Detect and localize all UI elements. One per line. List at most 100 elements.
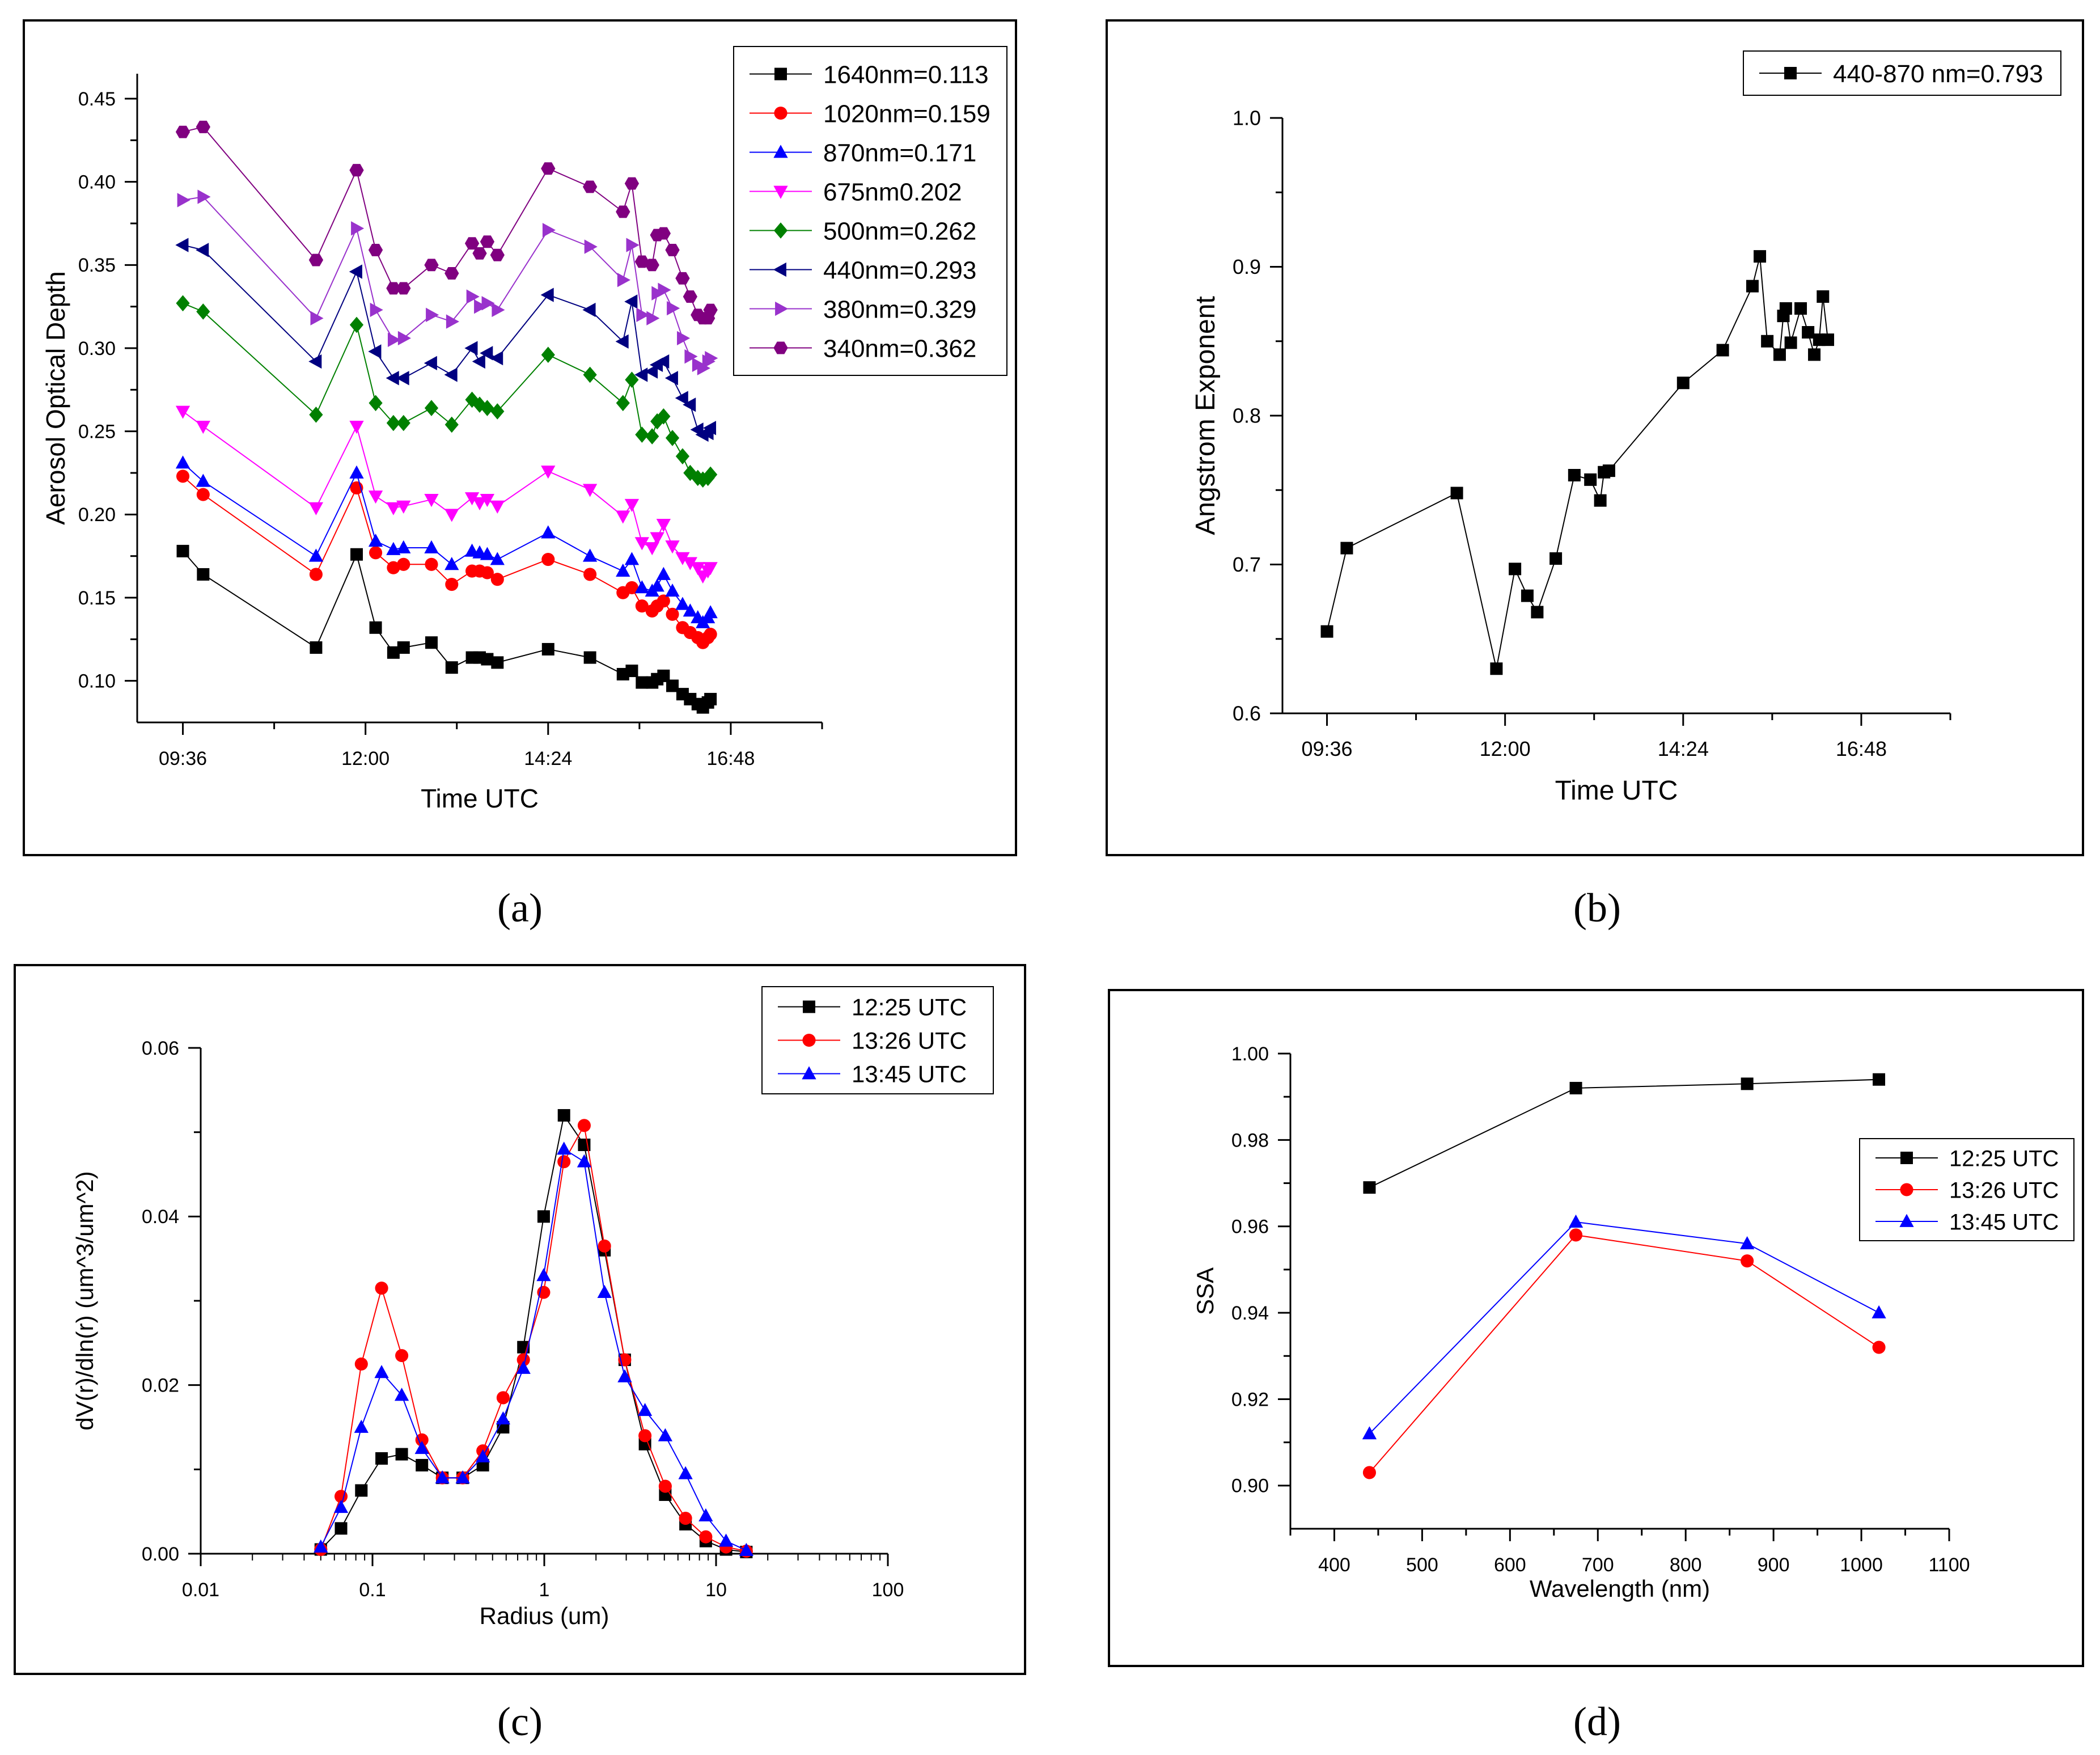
data-point bbox=[444, 416, 459, 433]
y-tick-label: 0.35 bbox=[78, 255, 116, 276]
data-point bbox=[196, 303, 210, 320]
caption-b: (b) bbox=[1573, 885, 1621, 931]
data-point bbox=[666, 679, 679, 692]
data-point bbox=[308, 253, 324, 267]
data-point bbox=[703, 303, 718, 316]
data-point bbox=[1490, 662, 1503, 675]
data-point bbox=[1779, 302, 1792, 315]
series-line bbox=[320, 1114, 747, 1553]
data-point bbox=[675, 391, 688, 405]
legend-label: 870nm=0.171 bbox=[823, 139, 976, 167]
legend-marker bbox=[1784, 67, 1797, 79]
data-point bbox=[480, 400, 494, 416]
data-point bbox=[684, 349, 698, 364]
data-point bbox=[617, 1369, 632, 1382]
legend-marker bbox=[802, 1066, 816, 1080]
legend-item: 380nm=0.329 bbox=[750, 295, 976, 323]
data-point bbox=[386, 502, 401, 515]
data-point bbox=[435, 1470, 450, 1484]
data-point bbox=[369, 395, 383, 412]
data-point bbox=[541, 525, 556, 539]
data-point bbox=[615, 334, 629, 349]
data-point bbox=[424, 494, 439, 508]
data-point bbox=[703, 562, 718, 576]
data-point bbox=[490, 500, 505, 514]
legend-label: 13:45 UTC bbox=[1949, 1210, 2059, 1234]
data-point bbox=[1716, 344, 1729, 357]
data-point bbox=[424, 540, 439, 553]
data-point bbox=[466, 289, 480, 304]
data-point bbox=[425, 636, 438, 649]
data-point bbox=[1594, 494, 1607, 507]
x-tick-label: 700 bbox=[1582, 1554, 1614, 1576]
data-point bbox=[635, 599, 649, 613]
data-point bbox=[396, 540, 411, 553]
legend-item: 440-870 nm=0.793 bbox=[1759, 60, 2043, 88]
y-tick-label: 0.20 bbox=[78, 504, 116, 526]
data-point bbox=[645, 542, 659, 556]
data-point bbox=[1509, 563, 1522, 576]
data-point bbox=[1822, 333, 1835, 346]
data-point bbox=[368, 534, 383, 547]
data-point bbox=[490, 573, 504, 586]
data-point bbox=[557, 1155, 571, 1169]
data-point bbox=[368, 243, 383, 256]
data-point bbox=[444, 267, 459, 280]
caption-c: (c) bbox=[497, 1699, 543, 1744]
series-line bbox=[183, 302, 711, 480]
data-point bbox=[683, 464, 697, 481]
series-2 bbox=[176, 470, 717, 649]
chart-b-angstrom-exponent: 09:36 12:00 14:24 16:48 0.6 0.7 0.8 0.9 1.0 Time … bbox=[1191, 50, 2061, 806]
data-point bbox=[424, 356, 437, 371]
legend-label: 440nm=0.293 bbox=[823, 256, 976, 284]
data-point bbox=[1340, 542, 1353, 555]
x-tick-label: 0.01 bbox=[182, 1579, 219, 1601]
data-point bbox=[424, 400, 439, 416]
legend-item: 340nm=0.362 bbox=[750, 335, 976, 362]
series-8 bbox=[175, 120, 718, 325]
legend-marker bbox=[773, 145, 788, 158]
data-point bbox=[480, 547, 495, 560]
data-point bbox=[617, 273, 630, 287]
data-point bbox=[540, 287, 554, 302]
data-point bbox=[176, 470, 190, 483]
x-tick-label: 12:00 bbox=[341, 748, 389, 769]
data-point bbox=[658, 1428, 673, 1441]
y-axis-label: dV(r)/dln(r) (um^3/um^2) bbox=[71, 1171, 98, 1430]
series-3 bbox=[175, 455, 718, 628]
series-1 bbox=[176, 544, 717, 714]
data-point bbox=[197, 568, 210, 581]
panel-c-size-distribution: 0.01 0.1 1 10 100 0.00 0.02 0.04 0.06 Radius (um)… bbox=[14, 964, 1026, 1675]
legend-item: 675nm0.202 bbox=[750, 178, 962, 206]
data-point bbox=[702, 421, 717, 435]
data-point bbox=[425, 557, 438, 571]
data-point bbox=[415, 1433, 429, 1447]
y-tick-label: 0.15 bbox=[78, 587, 116, 609]
data-point bbox=[582, 180, 598, 193]
series-4 bbox=[175, 405, 718, 584]
data-point bbox=[582, 302, 596, 318]
data-point bbox=[386, 282, 401, 295]
data-point bbox=[426, 307, 439, 322]
legend-item: 13:26 UTC bbox=[1875, 1178, 2059, 1203]
data-point bbox=[541, 552, 555, 566]
y-axis-label: Angstrom Exponent bbox=[1191, 296, 1221, 535]
legend-label: 12:25 UTC bbox=[1949, 1146, 2059, 1171]
data-point bbox=[645, 259, 659, 272]
data-point bbox=[634, 537, 649, 551]
legend-item: 13:45 UTC bbox=[1875, 1210, 2059, 1234]
x-tick-label: 12:00 bbox=[1480, 737, 1531, 760]
data-point bbox=[705, 350, 718, 366]
series-5 bbox=[176, 295, 718, 488]
x-tick-label: 1000 bbox=[1840, 1554, 1883, 1576]
data-point bbox=[481, 296, 495, 311]
y-tick-label: 0.40 bbox=[78, 172, 116, 193]
data-point bbox=[1784, 336, 1797, 349]
series-line bbox=[1369, 1234, 1879, 1473]
data-point bbox=[465, 391, 479, 408]
data-point bbox=[386, 415, 400, 432]
data-point bbox=[634, 580, 649, 594]
legend-item: 13:45 UTC bbox=[778, 1061, 967, 1088]
series-1 bbox=[1320, 250, 1835, 675]
data-point bbox=[455, 1470, 470, 1484]
